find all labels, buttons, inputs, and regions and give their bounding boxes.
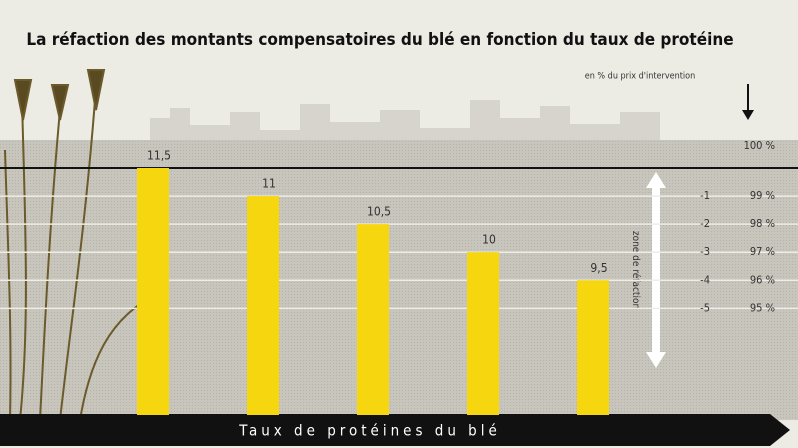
bar: [247, 196, 279, 415]
reduction-label: -1: [700, 189, 710, 202]
chart-title: La réfaction des montants compensatoires…: [26, 30, 733, 50]
y-tick-label: 97 %: [750, 245, 775, 258]
category-label: 11,5: [147, 149, 171, 163]
reduction-label: -4: [700, 273, 710, 286]
reduction-label: -5: [700, 301, 710, 314]
chart: La réfaction des montants compensatoires…: [0, 0, 798, 448]
reduction-label: -3: [700, 245, 710, 258]
subtitle: en % du prix d'intervention: [585, 72, 696, 82]
bar: [467, 252, 499, 415]
x-axis-label: Taux de protéines du blé: [238, 422, 501, 440]
zone-label: zone de réfaction: [630, 231, 642, 309]
bar: [577, 280, 609, 415]
bar: [137, 168, 169, 415]
y-tick-label: 98 %: [750, 217, 775, 230]
y-tick-label: 95 %: [750, 301, 775, 314]
y-tick-label: 100 %: [744, 139, 775, 152]
y-tick-label: 96 %: [750, 273, 775, 286]
category-label: 10: [482, 233, 496, 247]
category-label: 9,5: [590, 261, 607, 275]
reduction-label: -2: [700, 217, 710, 230]
y-tick-label: 99 %: [750, 189, 775, 202]
category-label: 11: [262, 177, 276, 191]
bar: [357, 224, 389, 415]
category-label: 10,5: [367, 205, 391, 219]
